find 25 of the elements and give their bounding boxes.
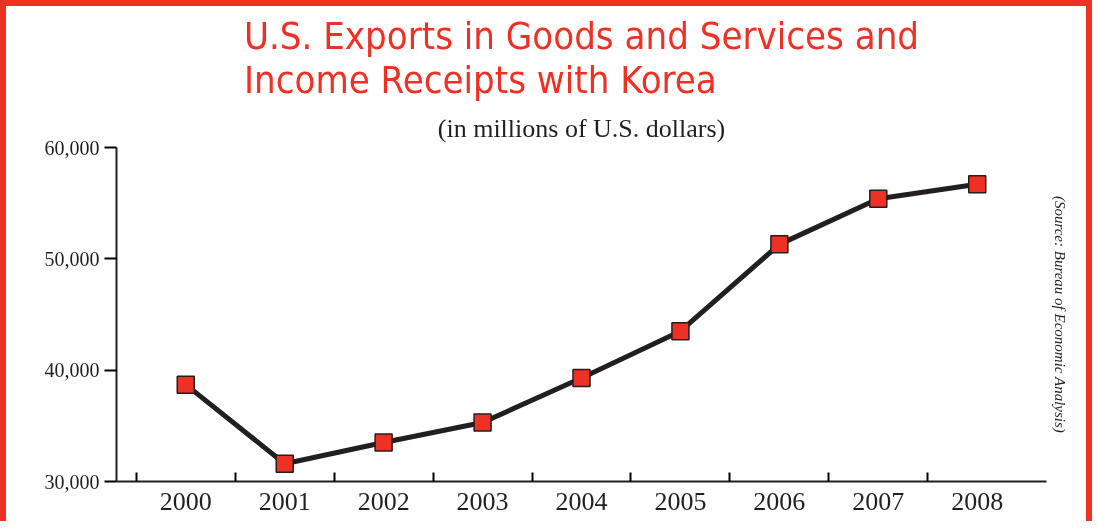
point — [275, 454, 294, 473]
y-tick-label: 50,000 — [44, 247, 100, 270]
text: (Source: Bureau of Economic Analysis) — [1050, 195, 1068, 433]
y-tick-label: 30,000 — [44, 470, 100, 493]
chart-title: U.S. Exports in Goods and Services and Income Receipts with Korea — [243, 13, 920, 102]
x-tick-label: 2008 — [951, 486, 1004, 516]
x-tick-label: 2007 — [852, 486, 905, 516]
x-tick-label: 2002 — [357, 486, 410, 516]
point — [473, 413, 492, 432]
point — [967, 174, 987, 194]
x-tick-label: 2005 — [654, 486, 707, 516]
y-tick-label: 60,000 — [44, 136, 100, 159]
point — [176, 375, 196, 394]
chart-subtitle: (in millions of U.S. dollars) — [437, 113, 726, 143]
point — [374, 433, 393, 452]
point — [671, 321, 690, 341]
point — [869, 189, 888, 208]
x-tick-label: 2003 — [456, 486, 509, 516]
x-tick-label: 2004 — [555, 486, 608, 516]
x-tick-label: 2006 — [753, 486, 806, 516]
y-tick-label: 40,000 — [44, 359, 100, 382]
x-tick-label: 2001 — [258, 486, 311, 516]
point — [770, 235, 789, 254]
x-tick-label: 2000 — [159, 486, 212, 516]
point — [572, 368, 591, 388]
